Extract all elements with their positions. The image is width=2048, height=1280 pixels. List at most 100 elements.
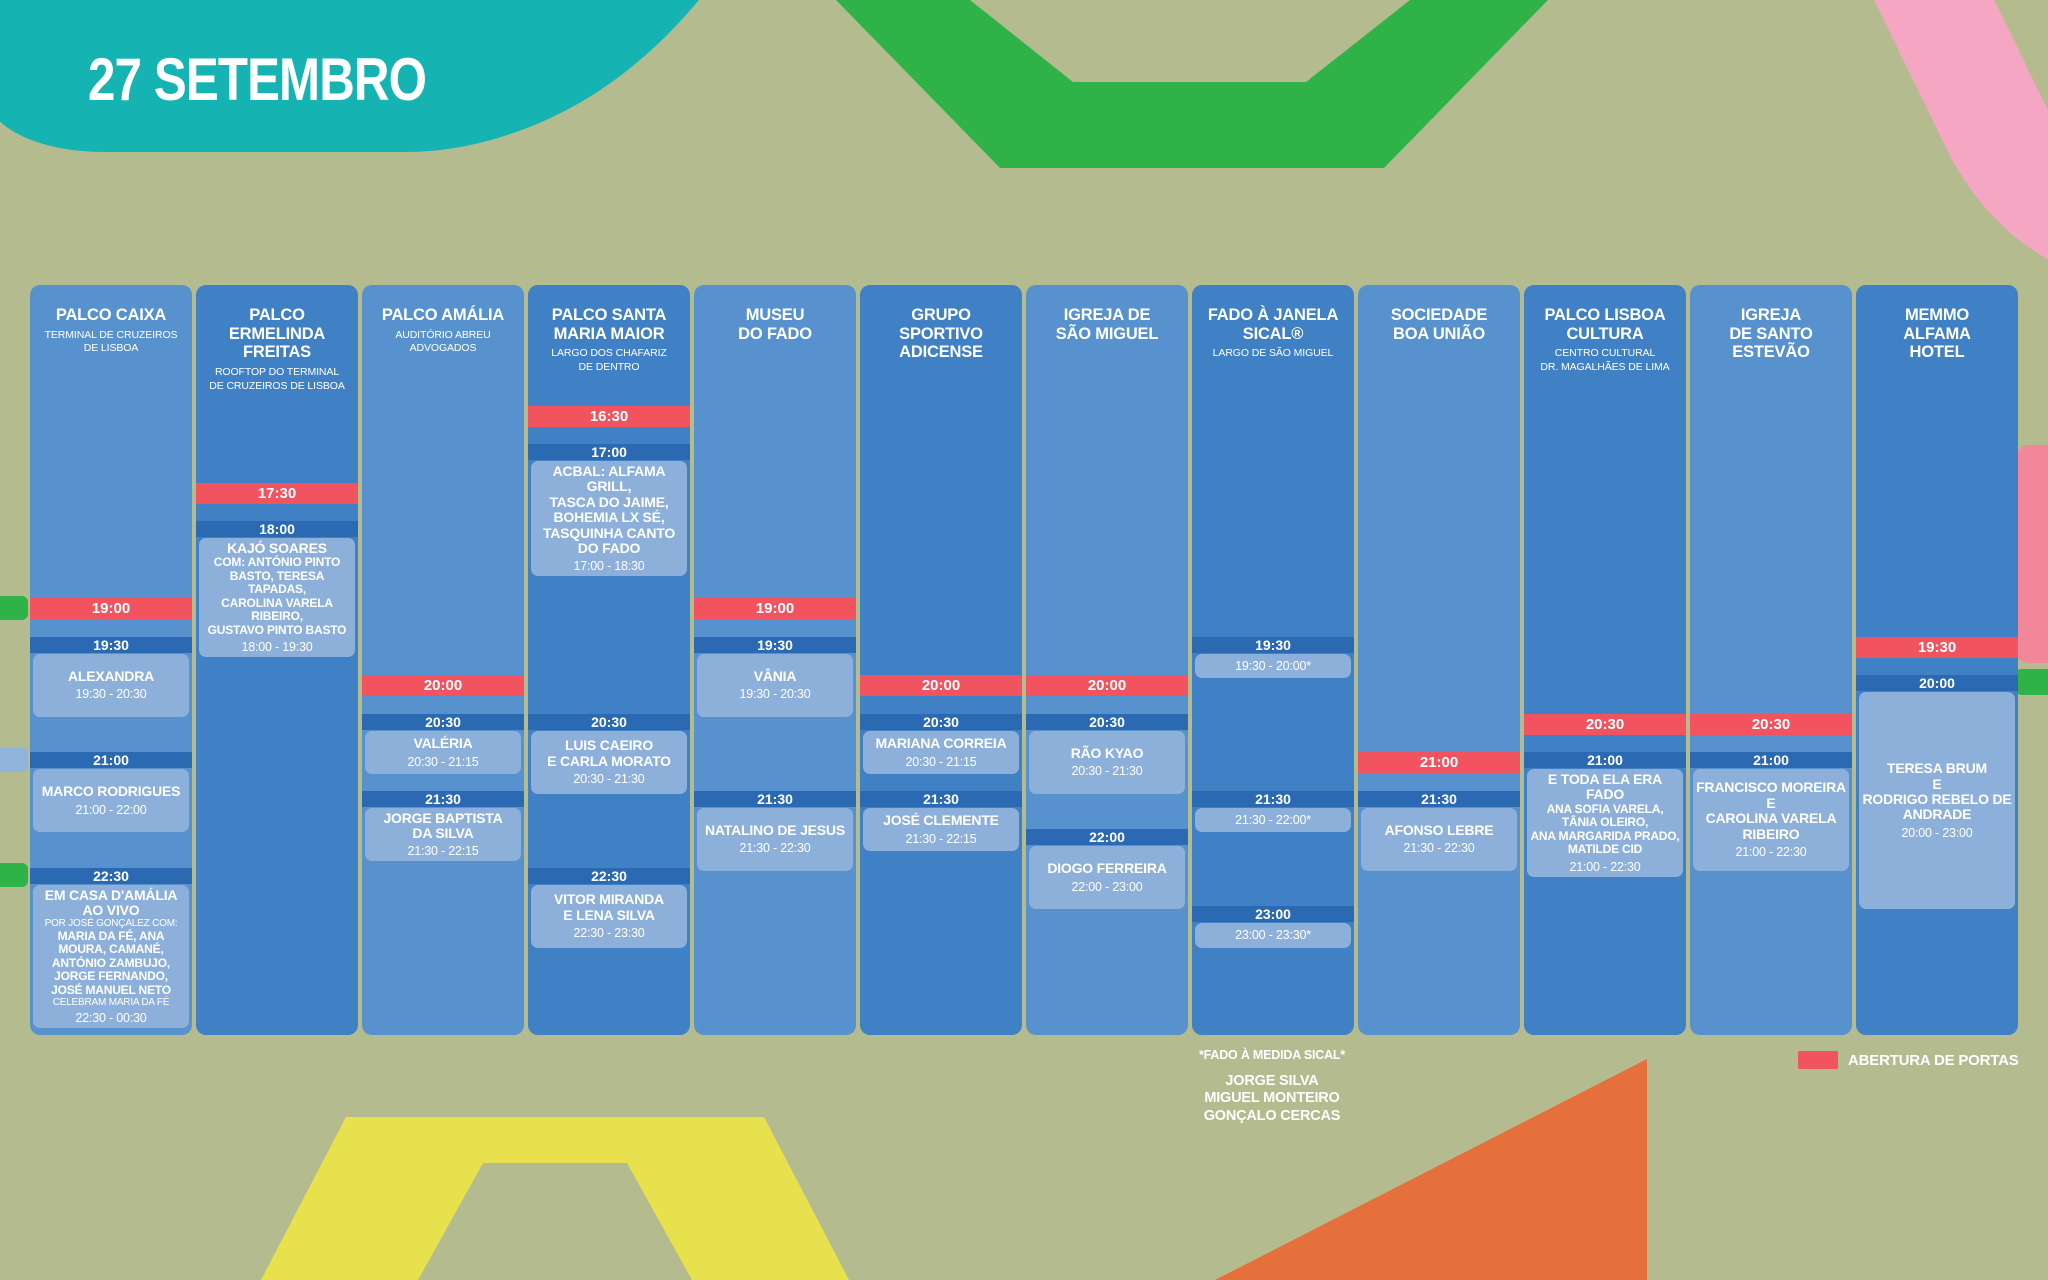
venue-subtitle: CENTRO CULTURAL DR. MAGALHÃES DE LIMA — [1540, 347, 1670, 373]
event-name: MARIANA CORREIA — [875, 735, 1007, 752]
doors-open-bar: 16:30 — [528, 405, 690, 427]
event-block: NATALINO DE JESUS 21:30 - 22:30 — [697, 807, 853, 871]
event-block: DIOGO FERREIRA 22:00 - 23:00 — [1029, 846, 1185, 909]
venue-subtitle: ROOFTOP DO TERMINAL DE CRUZEIROS DE LISB… — [209, 365, 345, 392]
event-name: ACBAL: ALFAMA GRILL, TASCA DO JAIME, BOH… — [542, 463, 676, 556]
venue-header: MUSEU DO FADO — [694, 285, 856, 343]
event-block: VÂNIA 19:30 - 20:30 — [697, 653, 853, 717]
event-range: 20:30 - 21:30 — [573, 771, 645, 786]
event-range: 22:30 - 23:30 — [573, 925, 645, 940]
venue-header: GRUPO SPORTIVO ADICENSE — [860, 285, 1022, 362]
doors-open-bar: 20:00 — [1026, 675, 1188, 696]
event-range: 19:30 - 20:00* — [1235, 658, 1311, 673]
venue-header: PALCO ERMELINDA FREITAS ROOFTOP DO TERMIN… — [196, 285, 358, 393]
time-bar: 20:30 — [362, 713, 524, 730]
event-range: 21:30 - 22:30 — [739, 841, 811, 856]
event-small: CELEBRAM MARIA DA FÉ — [52, 996, 170, 1008]
venue-column-1: PALCO CAIXA TERMINAL DE CRUZEIROS DE LISB… — [30, 285, 192, 1035]
doors-open-bar: 20:00 — [860, 675, 1022, 696]
venue-title: MUSEU DO FADO — [738, 306, 812, 343]
event-block: RÃO KYAO 20:30 - 21:30 — [1029, 730, 1185, 794]
event-range: 21:00 - 22:30 — [1735, 845, 1807, 860]
doors-open-bar: 21:00 — [1358, 752, 1520, 773]
orange-triangle — [1215, 1059, 1647, 1280]
event-name: MARCO RODRIGUES — [41, 783, 181, 800]
time-bar: 20:00 — [1856, 675, 2018, 691]
event-block: 23:00 - 23:30* — [1195, 923, 1351, 948]
event-block: TERESA BRUM E RODRIGO REBELO DE ANDRADE 2… — [1859, 692, 2015, 909]
event-range: 19:30 - 20:30 — [739, 687, 811, 702]
venue-header: PALCO LISBOA CULTURA CENTRO CULTURAL DR. … — [1524, 285, 1686, 375]
event-names: MARIA DA FÉ, ANA MOURA, CAMANÉ, ANTÓNIO … — [51, 928, 171, 997]
event-block: ALEXANDRA 19:30 - 20:30 — [33, 653, 189, 717]
time-bar: 19:30 — [1192, 636, 1354, 653]
event-range: 18:00 - 19:30 — [241, 640, 313, 655]
event-name: ALEXANDRA — [67, 667, 155, 684]
event-block: JORGE BAPTISTA DA SILVA 21:30 - 22:15 — [365, 807, 521, 862]
event-name: VITOR MIRANDA E LENA SILVA — [554, 891, 664, 923]
event-range: 22:00 - 23:00 — [1071, 879, 1143, 894]
legend-color-swatch — [1798, 1051, 1838, 1069]
event-name: JOSÉ CLEMENTE — [883, 812, 999, 829]
left-edge-blue-tab — [0, 748, 28, 772]
event-name: NATALINO DE JESUS — [705, 821, 845, 838]
venue-header: IGREJA DE SANTO ESTEVÃO — [1690, 285, 1852, 362]
event-range: 21:30 - 22:30 — [1403, 841, 1475, 856]
event-range: 20:00 - 23:00 — [1901, 825, 1973, 840]
venue-subtitle: LARGO DOS CHAFARIZ DE DENTRO — [551, 347, 667, 373]
venue-title: PALCO SANTA MARIA MAIOR — [551, 306, 667, 343]
venue-title: PALCO AMÁLIA — [381, 306, 505, 324]
event-range: 23:00 - 23:30* — [1235, 928, 1311, 943]
doors-open-bar: 17:30 — [196, 482, 358, 504]
event-range: 21:00 - 22:30 — [1569, 859, 1641, 874]
venue-header: PALCO CAIXA TERMINAL DE CRUZEIROS DE LISB… — [30, 285, 192, 356]
event-name: E TODA ELA ERA FADO — [1547, 771, 1663, 803]
time-bar: 18:00 — [196, 521, 358, 537]
event-names: COM: ANTÓNIO PINTO BASTO, TERESA TAPADAS… — [207, 555, 347, 637]
event-name: AFONSO LEBRE — [1384, 821, 1494, 838]
venue-title: MEMMO ALFAMA HOTEL — [1903, 306, 1971, 362]
time-bar: 21:30 — [362, 790, 524, 807]
venue-header: IGREJA DE SÃO MIGUEL — [1026, 285, 1188, 343]
time-bar: 21:30 — [1192, 790, 1354, 807]
event-block: FRANCISCO MOREIRA E CAROLINA VARELA RIBE… — [1693, 769, 1849, 871]
event-block: EM CASA D'AMÁLIA AO VIVO POR JOSÉ GONÇALE… — [33, 884, 189, 1029]
doors-open-bar: 19:30 — [1856, 636, 2018, 658]
pink-corner-curve — [1874, 0, 2048, 260]
footnote-title: *FADO À MEDIDA SICAL* — [1198, 1048, 1346, 1062]
event-name: VÂNIA — [753, 667, 797, 684]
date-title: 27 SETEMBRO — [88, 45, 427, 114]
time-bar: 23:00 — [1192, 906, 1354, 922]
event-range: 21:30 - 22:15 — [905, 831, 977, 846]
right-edge-green-tab — [2014, 669, 2048, 695]
event-name: EM CASA D'AMÁLIA AO VIVO — [44, 886, 178, 918]
venue-header: SOCIEDADE BOA UNIÃO — [1358, 285, 1520, 343]
event-block: 19:30 - 20:00* — [1195, 653, 1351, 678]
venue-header: PALCO SANTA MARIA MAIOR LARGO DOS CHAFARI… — [528, 285, 690, 375]
time-bar: 19:30 — [30, 636, 192, 653]
footnote-performer: MIGUEL MONTEIRO — [1204, 1090, 1340, 1107]
event-range: 21:30 - 22:00* — [1235, 812, 1311, 827]
time-bar: 22:30 — [30, 867, 192, 884]
doors-legend: ABERTURA DE PORTAS — [1798, 1051, 2019, 1069]
time-bar: 20:30 — [528, 713, 690, 730]
event-block: VALÉRIA 20:30 - 21:15 — [365, 730, 521, 775]
yellow-hexagon-band — [261, 1117, 849, 1280]
event-range: 19:30 - 20:30 — [75, 687, 147, 702]
time-bar: 21:30 — [694, 790, 856, 807]
footnote-performers: JORGE SILVA MIGUEL MONTEIRO GONÇALO CERCAS — [1155, 1073, 1389, 1125]
event-range: 21:30 - 22:15 — [407, 844, 479, 859]
venue-header: MEMMO ALFAMA HOTEL — [1856, 285, 2018, 362]
event-block: MARCO RODRIGUES 21:00 - 22:00 — [33, 769, 189, 832]
venue-header: PALCO AMÁLIA AUDITÓRIO ABREU ADVOGADOS — [362, 285, 524, 356]
right-edge-pink-bar — [2014, 445, 2048, 663]
time-bar: 20:30 — [860, 713, 1022, 730]
venue-subtitle: AUDITÓRIO ABREU ADVOGADOS — [395, 328, 491, 355]
event-name: JORGE BAPTISTA DA SILVA — [383, 809, 503, 841]
venue-column-8: FADO À JANELA SICAL® LARGO DE SÃO MIGUEL 1… — [1192, 285, 1354, 1035]
venue-title: IGREJA DE SANTO ESTEVÃO — [1729, 306, 1813, 362]
event-block: JOSÉ CLEMENTE 21:30 - 22:15 — [863, 807, 1019, 852]
venue-title: FADO À JANELA SICAL® — [1207, 306, 1339, 343]
doors-open-bar: 20:30 — [1524, 713, 1686, 735]
